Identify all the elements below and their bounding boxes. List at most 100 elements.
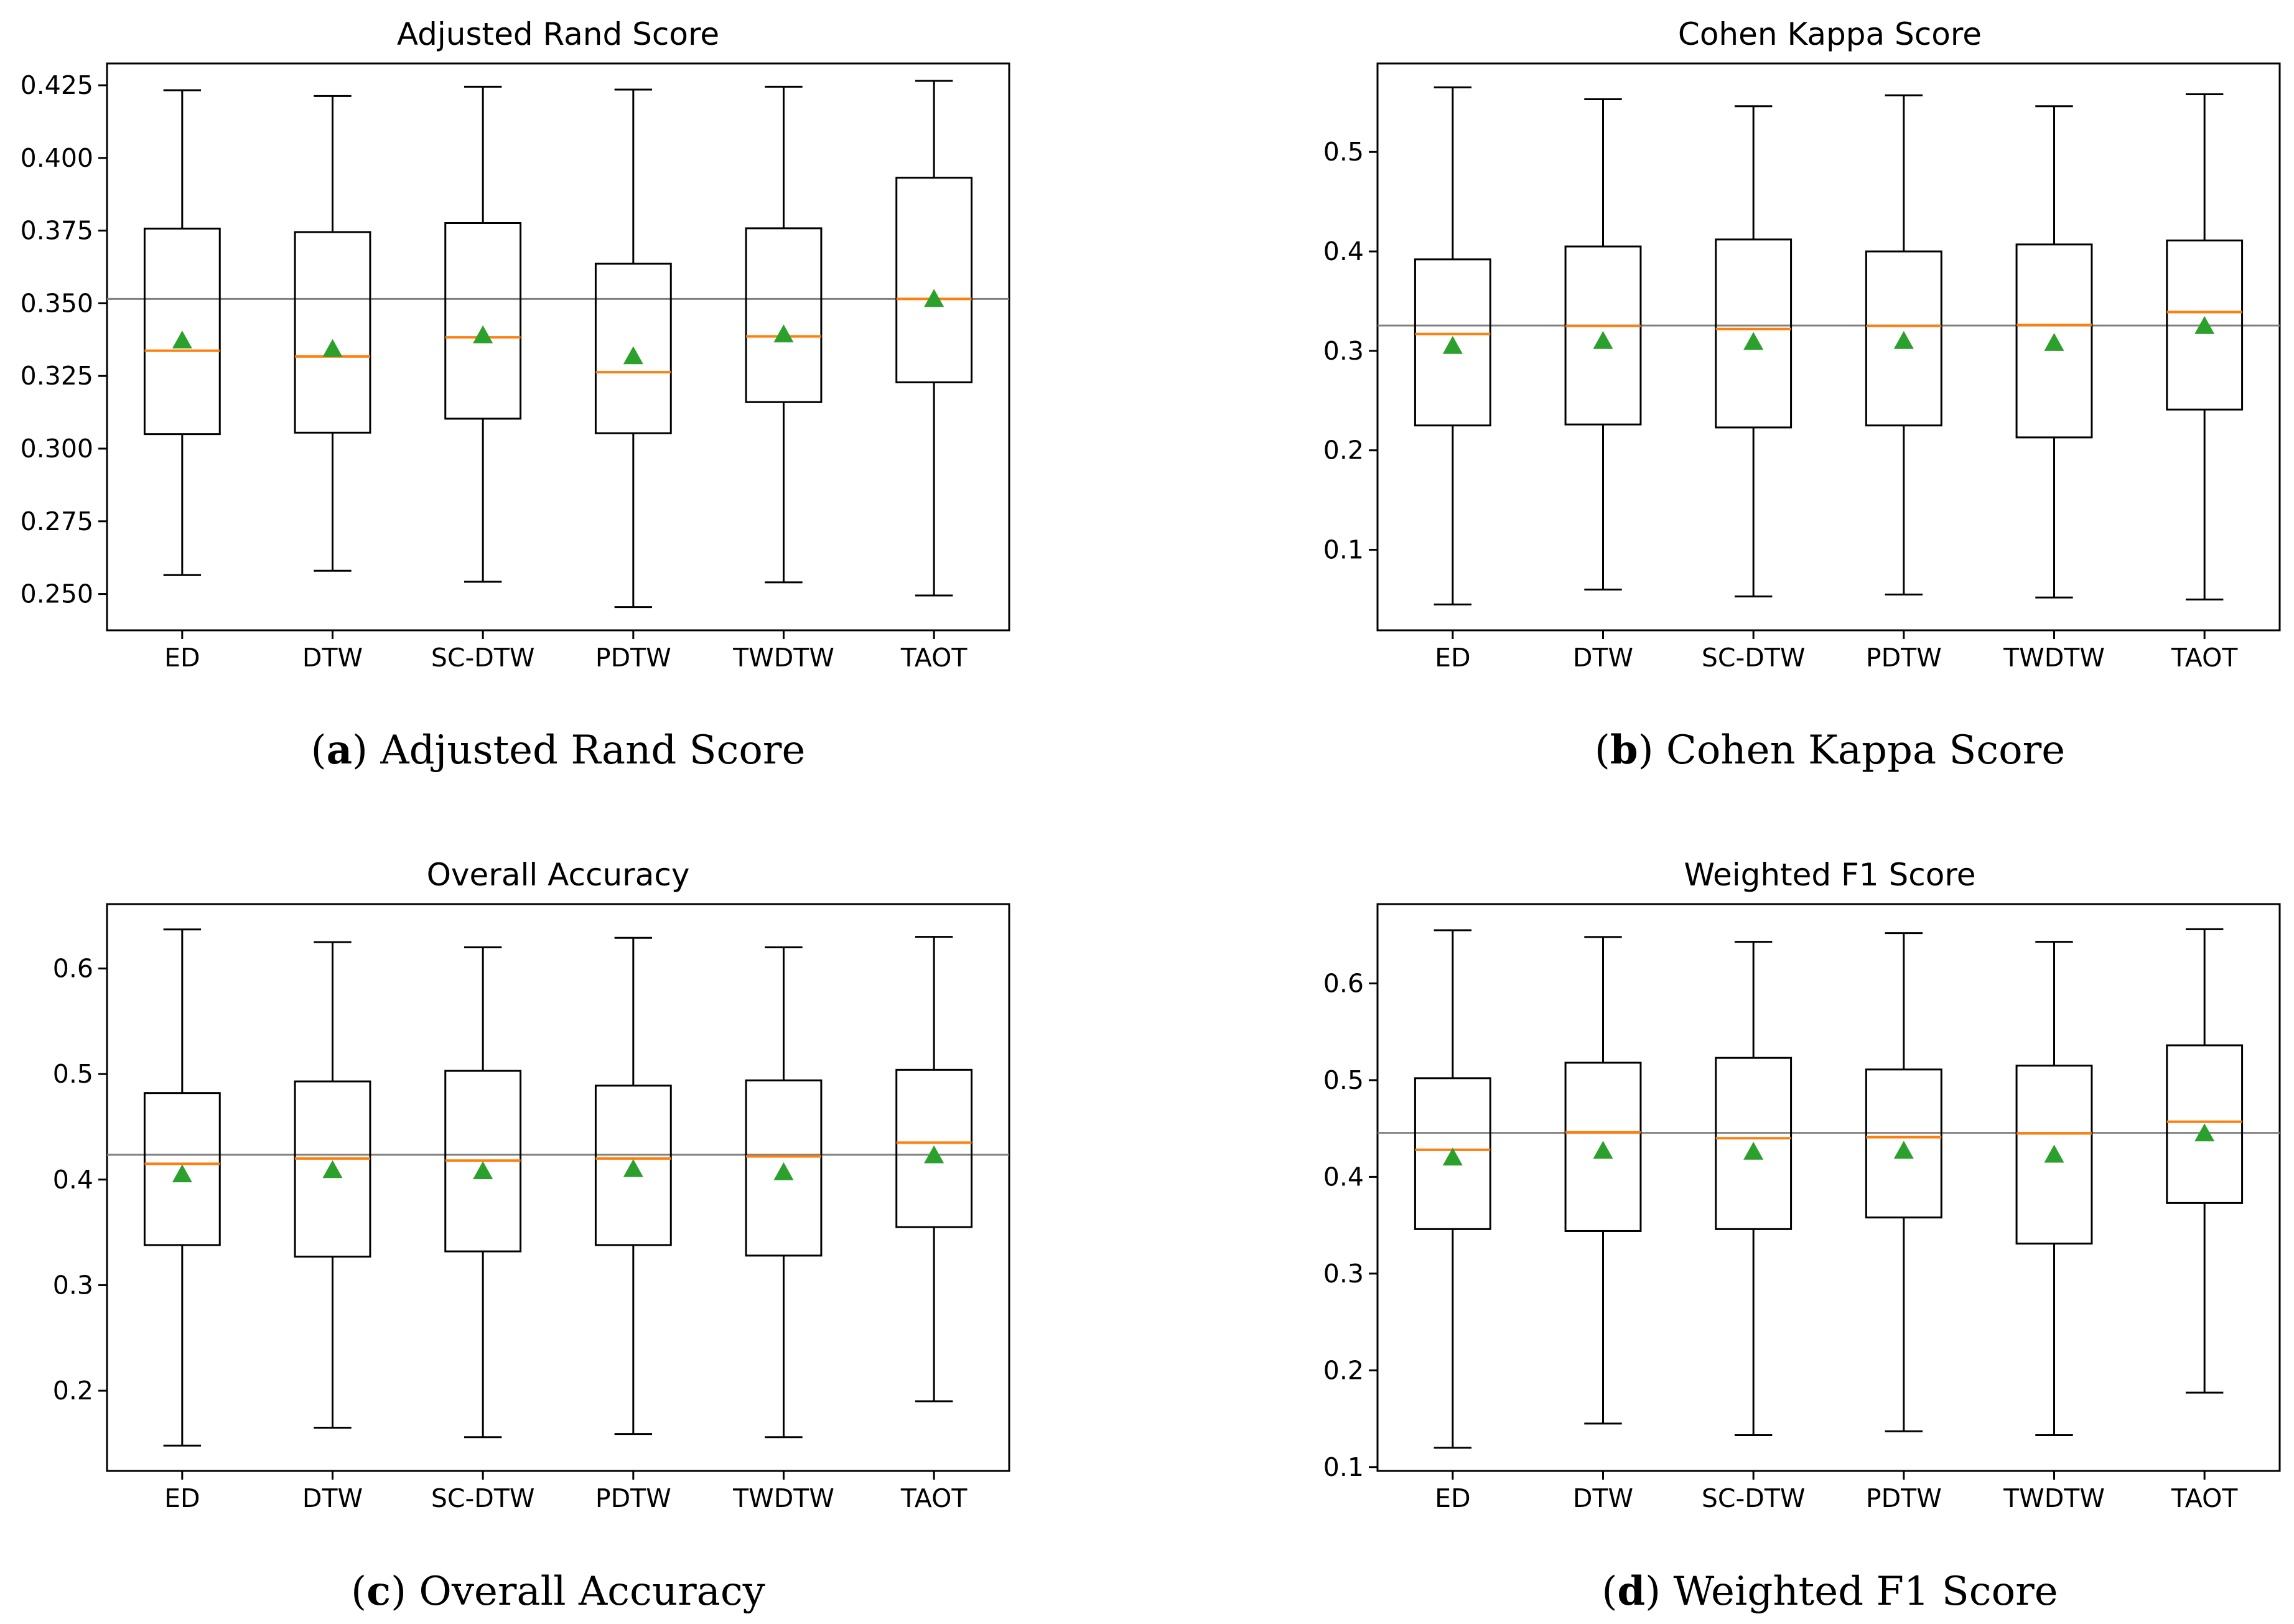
x-tick-label: PDTW	[1866, 1483, 1942, 1513]
plot-frame	[1376, 903, 2281, 1472]
box-body	[2015, 243, 2093, 439]
caption-letter: d	[1617, 1568, 1645, 1615]
panel-caption: (a) Adjusted Rand Score	[311, 727, 806, 773]
y-tick-label: 0.1	[1323, 535, 1364, 565]
box-twdtw	[2015, 105, 2093, 599]
y-tick-label: 0.3	[1323, 1259, 1364, 1289]
box-body	[1564, 1062, 1642, 1232]
mean-marker	[473, 325, 493, 343]
x-tick-label: ED	[164, 1483, 200, 1513]
mean-marker	[773, 1162, 794, 1180]
y-tick-label: 0.425	[21, 70, 93, 100]
box-body	[895, 1068, 973, 1228]
x-tick-label: TAOT	[900, 643, 967, 673]
mean-marker	[1442, 1147, 1463, 1166]
mean-marker	[2044, 333, 2064, 351]
box-dtw	[1564, 98, 1642, 590]
box-body	[1715, 238, 1793, 429]
y-tick-label: 0.3	[1323, 336, 1364, 366]
box-ed	[1414, 86, 1491, 605]
caption-text: Cohen Kappa Score	[1666, 727, 2065, 773]
y-tick-label: 0.1	[1323, 1452, 1364, 1482]
caption-letter: c	[366, 1568, 391, 1615]
x-tick-label: SC-DTW	[431, 1483, 535, 1513]
y-tick-label: 0.2	[1323, 436, 1364, 465]
x-tick-label: PDTW	[595, 1483, 671, 1513]
box-ed	[143, 89, 221, 576]
x-tick-label: DTW	[1573, 1483, 1633, 1513]
mean-marker	[623, 346, 643, 365]
x-tick-label: TWDTW	[2003, 643, 2105, 673]
box-ed	[1414, 929, 1491, 1449]
caption-text: Adjusted Rand Score	[380, 727, 805, 773]
mean-marker	[322, 1160, 343, 1178]
mean-marker	[172, 1164, 192, 1183]
x-tick-label: ED	[1435, 1483, 1470, 1513]
y-tick-label: 0.6	[53, 953, 93, 983]
mean-marker	[172, 330, 192, 349]
box-body	[895, 177, 973, 383]
x-tick-label: TAOT	[2171, 643, 2238, 673]
mean-marker	[924, 289, 944, 307]
box-twdtw	[2015, 941, 2093, 1436]
panel-cohen-kappa-score: Cohen Kappa Score 0.1 0.2 0.3 0.4 0.5 ED DTW SC…	[1323, 16, 2281, 773]
mean-marker	[322, 338, 343, 357]
mean-marker	[623, 1159, 643, 1177]
mean-marker	[1442, 335, 1463, 354]
y-tick-label: 0.400	[21, 143, 93, 173]
mean-marker	[773, 324, 794, 343]
box-dtw	[1564, 936, 1642, 1425]
chart-title: Adjusted Rand Score	[397, 16, 719, 52]
box-body	[745, 1079, 823, 1257]
y-tick-label: 0.6	[1323, 968, 1364, 998]
mean-marker	[2194, 1123, 2215, 1142]
box-body	[294, 1080, 371, 1258]
box-body	[1865, 1068, 1942, 1219]
y-tick-label: 0.5	[1323, 137, 1364, 167]
y-tick-label: 0.4	[53, 1165, 93, 1195]
y-tick-label: 0.250	[21, 579, 93, 609]
panel-overall-accuracy: Overall Accuracy 0.2 0.3 0.4 0.5 0.6 ED DTW SC-…	[53, 857, 1010, 1615]
box-taot	[2166, 93, 2244, 600]
y-tick-label: 0.2	[53, 1376, 93, 1406]
y-tick-label: 0.4	[1323, 236, 1364, 266]
mean-marker	[473, 1161, 493, 1180]
caption-letter: b	[1610, 727, 1638, 773]
box-body	[745, 227, 823, 403]
x-tick-label: TAOT	[2171, 1483, 2238, 1513]
y-tick-label: 0.300	[21, 434, 93, 464]
box-body	[594, 1085, 672, 1246]
x-tick-label: SC-DTW	[1702, 643, 1806, 673]
box-body	[1414, 258, 1491, 427]
box-pdtw	[594, 936, 672, 1435]
x-tick-label: DTW	[302, 1483, 363, 1513]
box-twdtw	[745, 85, 823, 584]
box-pdtw	[1865, 932, 1942, 1432]
box-body	[444, 222, 522, 420]
y-tick-label: 0.375	[21, 216, 93, 246]
x-tick-label: TWDTW	[2003, 1483, 2105, 1513]
box-body	[1865, 250, 1942, 427]
x-tick-label: PDTW	[1866, 643, 1942, 673]
y-tick-label: 0.350	[21, 288, 93, 318]
x-tick-label: TWDTW	[732, 1483, 834, 1513]
box-taot	[895, 936, 973, 1402]
chart-title: Overall Accuracy	[427, 857, 690, 893]
y-tick-label: 0.3	[53, 1270, 93, 1300]
x-tick-label: DTW	[302, 643, 363, 673]
x-tick-label: DTW	[1573, 643, 1633, 673]
box-body	[1564, 245, 1642, 426]
caption-text: Weighted F1 Score	[1673, 1569, 2058, 1615]
x-tick-label: TWDTW	[732, 643, 834, 673]
box-dtw	[294, 941, 371, 1429]
box-sc-dtw	[1715, 941, 1793, 1436]
mean-marker	[924, 1145, 944, 1164]
x-tick-label: ED	[1435, 643, 1470, 673]
chart-title: Weighted F1 Score	[1684, 857, 1975, 893]
panel-adjusted-rand-score: Adjusted Rand Score 0.250 0.275 0.300 0.325…	[21, 16, 1010, 773]
panel-weighted-f1-score: Weighted F1 Score 0.1 0.2 0.3 0.4 0.5 0.6 ED DT…	[1323, 857, 2281, 1615]
box-body	[1414, 1077, 1491, 1230]
mean-marker	[1743, 1141, 1764, 1160]
box-taot	[2166, 928, 2244, 1394]
